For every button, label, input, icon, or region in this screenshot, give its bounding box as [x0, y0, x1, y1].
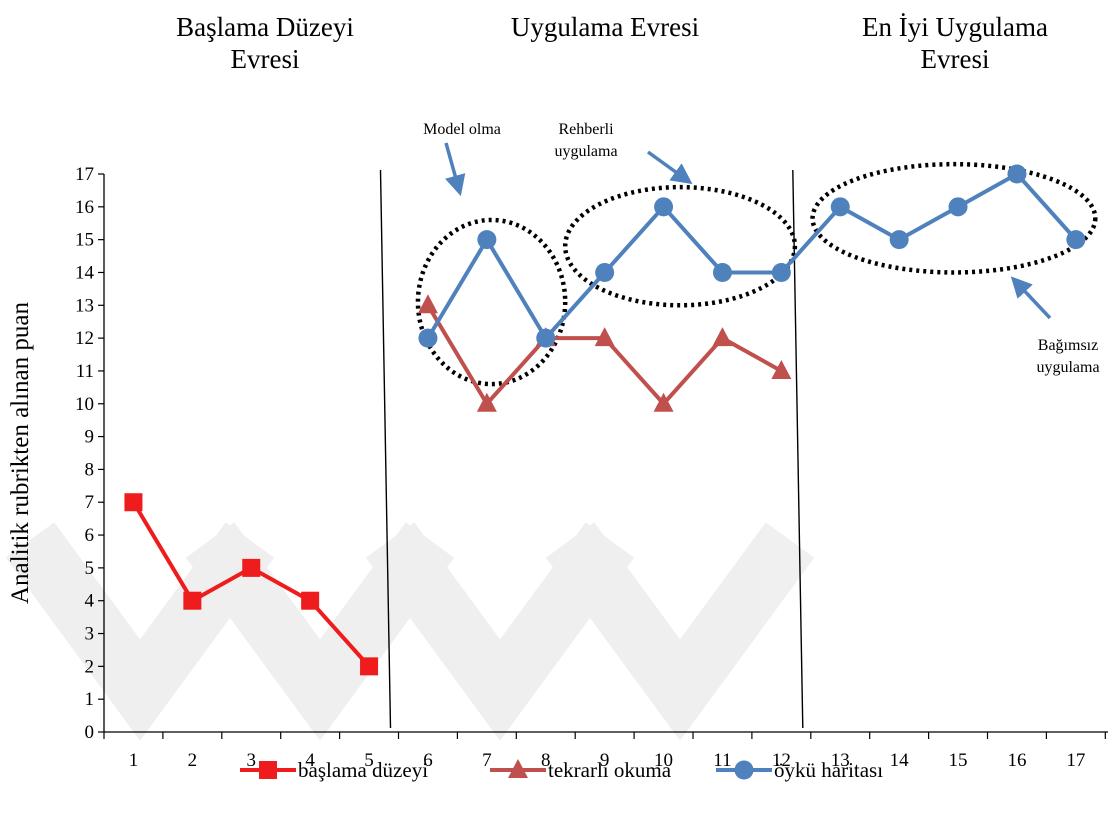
data-point-circle	[830, 197, 850, 217]
x-tick-label: 9	[600, 750, 610, 771]
x-tick-label: 12	[772, 750, 791, 771]
annotation-label: Rehberli	[558, 121, 614, 138]
data-point-circle	[595, 262, 615, 282]
x-tick-label: 1	[129, 750, 139, 771]
y-tick-label: 17	[75, 164, 94, 185]
x-tick-label: 2	[188, 750, 198, 771]
x-tick-label: 7	[482, 750, 492, 771]
data-point-square	[259, 761, 277, 779]
x-tick-label: 15	[949, 750, 968, 771]
data-point-triangle	[417, 294, 438, 314]
data-point-triangle	[476, 392, 497, 412]
x-tick-label: 6	[423, 750, 433, 771]
watermark	[5, 522, 815, 741]
x-tick-label: 3	[247, 750, 257, 771]
data-point-circle	[1066, 230, 1086, 250]
data-point-circle	[889, 230, 909, 250]
y-tick-label: 3	[85, 624, 95, 645]
phase-change-line	[792, 169, 804, 729]
data-point-circle	[418, 328, 438, 348]
x-tick-label: 5	[364, 750, 374, 771]
data-point-circle	[654, 197, 674, 217]
data-point-square	[124, 493, 143, 512]
data-point-square	[183, 591, 202, 610]
x-tick-label: 16	[1007, 750, 1026, 771]
y-tick-label: 16	[75, 197, 94, 218]
annotation-label: Bağımsız	[1038, 337, 1098, 354]
x-tick-label: 10	[654, 750, 673, 771]
data-point-triangle	[594, 327, 615, 347]
dashed-ellipse	[415, 217, 568, 387]
y-tick-label: 7	[85, 492, 95, 513]
dashed-ellipse	[810, 161, 1098, 275]
data-point-circle	[734, 760, 754, 780]
x-tick-label: 8	[541, 750, 551, 771]
annotation-arrow	[646, 150, 693, 185]
y-tick-label: 6	[85, 525, 95, 546]
y-tick-label: 9	[85, 427, 95, 448]
data-point-square	[242, 558, 261, 577]
data-point-circle	[1007, 164, 1027, 184]
y-tick-label: 4	[85, 591, 95, 612]
series-line-2	[426, 172, 1078, 341]
y-tick-label: 2	[85, 656, 95, 677]
legend-label: tekrarlı okuma	[548, 758, 672, 782]
watermark-chevron	[545, 522, 815, 741]
watermark-chevron	[365, 522, 635, 741]
dashed-ellipse	[562, 184, 798, 308]
data-point-circle	[771, 262, 791, 282]
phase-title: Evresi	[231, 44, 300, 74]
y-tick-label: 15	[75, 230, 94, 251]
data-point-circle	[536, 328, 556, 348]
data-point-square	[360, 657, 379, 676]
y-tick-label: 1	[85, 689, 95, 710]
data-point-triangle	[712, 327, 733, 347]
data-point-circle	[477, 230, 497, 250]
phase-change-line	[379, 169, 392, 729]
y-tick-label: 8	[85, 459, 95, 480]
x-tick-label: 13	[831, 750, 850, 771]
data-point-square	[301, 591, 320, 610]
legend-label: öykü haritası	[774, 758, 883, 782]
data-point-triangle	[771, 359, 792, 379]
data-point-triangle	[653, 392, 674, 412]
y-tick-label: 13	[75, 295, 94, 316]
x-tick-label: 4	[305, 750, 315, 771]
phase-title: Evresi	[921, 44, 990, 74]
annotation-arrow	[1010, 276, 1052, 320]
phase-title: Uygulama Evresi	[511, 12, 699, 42]
x-tick-label: 14	[890, 750, 910, 771]
y-tick-label: 5	[85, 558, 95, 579]
x-tick-label: 11	[713, 750, 731, 771]
watermark-chevron	[185, 522, 455, 741]
data-point-triangle	[508, 759, 528, 778]
phase-title: Başlama Düzeyi	[176, 12, 354, 42]
y-tick-label: 12	[75, 328, 94, 349]
y-tick-label: 0	[85, 722, 95, 743]
annotation-label: uygulama	[554, 143, 617, 160]
annotation-label: uygulama	[1036, 359, 1099, 376]
legend-label: başlama düzeyi	[298, 758, 428, 782]
annotation-label: Model olma	[423, 121, 501, 138]
annotation-arrow	[444, 142, 466, 197]
series-line-1	[426, 304, 783, 406]
data-point-circle	[948, 197, 968, 217]
y-tick-label: 11	[76, 361, 94, 382]
x-tick-label: 17	[1066, 750, 1085, 771]
phase-title: En İyi Uygulama	[862, 12, 1048, 42]
data-point-circle	[712, 262, 732, 282]
y-tick-label: 14	[75, 262, 95, 283]
y-axis-label: Analitik rubrikten alınan puan	[7, 302, 34, 605]
y-tick-label: 10	[75, 394, 94, 415]
